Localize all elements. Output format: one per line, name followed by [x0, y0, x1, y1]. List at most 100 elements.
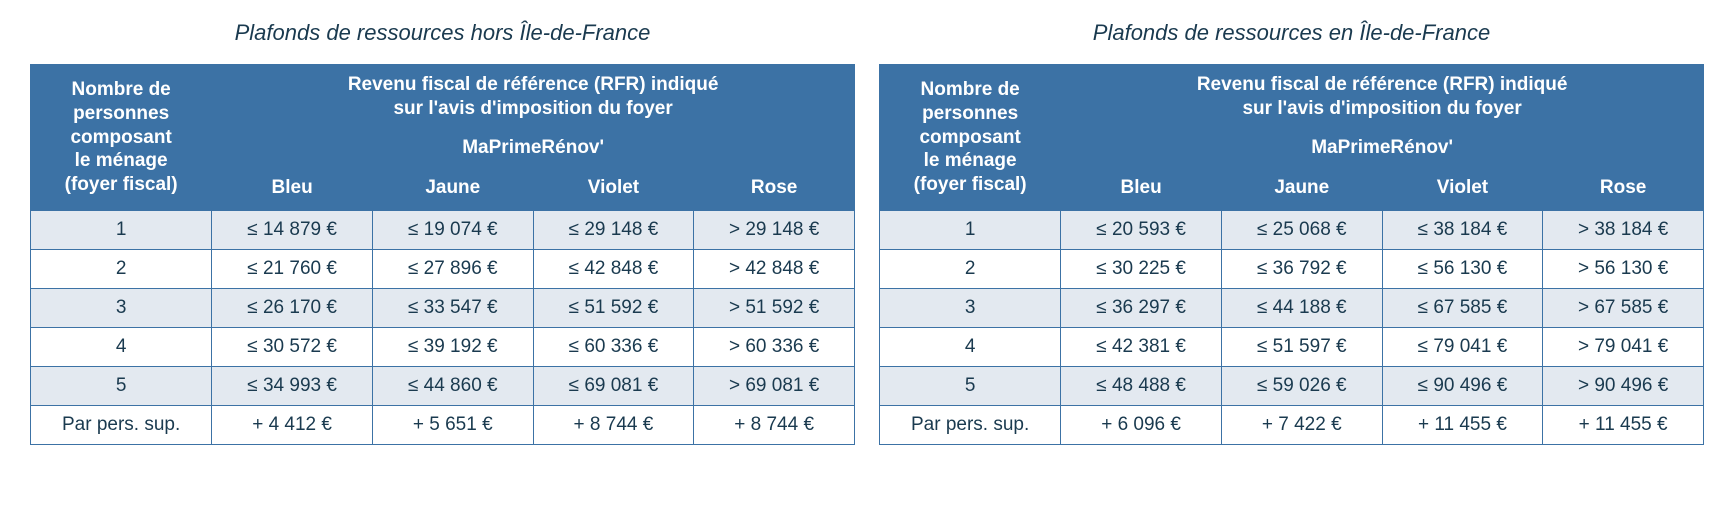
cell: ≤ 25 068 €: [1221, 211, 1382, 250]
cell: ≤ 34 993 €: [212, 367, 373, 406]
col-nombre-l3: composant: [70, 127, 171, 148]
cell: + 11 455 €: [1382, 406, 1543, 445]
panel-idf-title: Plafonds de ressources en Île-de-France: [879, 20, 1704, 46]
table-row: 3 ≤ 26 170 € ≤ 33 547 € ≤ 51 592 € > 51 …: [31, 289, 855, 328]
cell: ≤ 67 585 €: [1382, 289, 1543, 328]
table-idf: Nombre de personnes composant le ménage …: [879, 64, 1704, 445]
cell: > 69 081 €: [694, 367, 855, 406]
cell: + 5 651 €: [372, 406, 533, 445]
cell: > 79 041 €: [1543, 328, 1704, 367]
row-label: 3: [880, 289, 1061, 328]
col-nombre-header: Nombre de personnes composant le ménage …: [880, 65, 1061, 211]
cell: ≤ 42 848 €: [533, 250, 694, 289]
row-label: Par pers. sup.: [880, 406, 1061, 445]
cell: > 42 848 €: [694, 250, 855, 289]
rfr-l1: Revenu fiscal de référence (RFR) indiqué: [348, 74, 719, 95]
col-rfr-header: Revenu fiscal de référence (RFR) indiqué…: [212, 65, 855, 130]
panel-idf: Plafonds de ressources en Île-de-France …: [879, 20, 1704, 445]
cell: ≤ 38 184 €: [1382, 211, 1543, 250]
cell: + 11 455 €: [1543, 406, 1704, 445]
row-label: 4: [880, 328, 1061, 367]
cell: ≤ 48 488 €: [1061, 367, 1222, 406]
cell: ≤ 79 041 €: [1382, 328, 1543, 367]
cell: ≤ 27 896 €: [372, 250, 533, 289]
row-label: 2: [31, 250, 212, 289]
col-bleu-header: Bleu: [1061, 166, 1222, 211]
col-violet-header: Violet: [533, 166, 694, 211]
cell: ≤ 69 081 €: [533, 367, 694, 406]
cell: > 90 496 €: [1543, 367, 1704, 406]
panel-hors-idf-title: Plafonds de ressources hors Île-de-Franc…: [30, 20, 855, 46]
row-label: 5: [880, 367, 1061, 406]
row-label: 1: [880, 211, 1061, 250]
col-nombre-l4: le ménage: [75, 150, 168, 171]
row-label: 4: [31, 328, 212, 367]
cell: + 8 744 €: [533, 406, 694, 445]
cell: + 7 422 €: [1221, 406, 1382, 445]
col-nombre-l3: composant: [919, 127, 1020, 148]
col-rose-header: Rose: [694, 166, 855, 211]
row-label: Par pers. sup.: [31, 406, 212, 445]
rfr-l1: Revenu fiscal de référence (RFR) indiqué: [1197, 74, 1568, 95]
tables-container: Plafonds de ressources hors Île-de-Franc…: [30, 20, 1704, 445]
col-nombre-l5: (foyer fiscal): [65, 174, 178, 195]
cell: ≤ 36 792 €: [1221, 250, 1382, 289]
cell: > 51 592 €: [694, 289, 855, 328]
col-nombre-l2: personnes: [73, 103, 169, 124]
table-row: 5 ≤ 48 488 € ≤ 59 026 € ≤ 90 496 € > 90 …: [880, 367, 1704, 406]
col-rfr-header: Revenu fiscal de référence (RFR) indiqué…: [1061, 65, 1704, 130]
cell: ≤ 21 760 €: [212, 250, 373, 289]
table-row: 4 ≤ 42 381 € ≤ 51 597 € ≤ 79 041 € > 79 …: [880, 328, 1704, 367]
col-mpr-header: MaPrimeRénov': [212, 129, 855, 166]
cell: ≤ 36 297 €: [1061, 289, 1222, 328]
cell: ≤ 29 148 €: [533, 211, 694, 250]
cell: ≤ 33 547 €: [372, 289, 533, 328]
table-row: Par pers. sup. + 4 412 € + 5 651 € + 8 7…: [31, 406, 855, 445]
cell: ≤ 60 336 €: [533, 328, 694, 367]
cell: ≤ 90 496 €: [1382, 367, 1543, 406]
cell: ≤ 44 860 €: [372, 367, 533, 406]
rfr-l2: sur l'avis d'imposition du foyer: [1242, 98, 1521, 119]
cell: ≤ 14 879 €: [212, 211, 373, 250]
cell: + 8 744 €: [694, 406, 855, 445]
table-hors-idf: Nombre de personnes composant le ménage …: [30, 64, 855, 445]
col-jaune-header: Jaune: [372, 166, 533, 211]
cell: > 67 585 €: [1543, 289, 1704, 328]
row-label: 5: [31, 367, 212, 406]
table-row: 5 ≤ 34 993 € ≤ 44 860 € ≤ 69 081 € > 69 …: [31, 367, 855, 406]
cell: ≤ 42 381 €: [1061, 328, 1222, 367]
col-nombre-l1: Nombre de: [921, 79, 1020, 100]
cell: ≤ 44 188 €: [1221, 289, 1382, 328]
table-row: 3 ≤ 36 297 € ≤ 44 188 € ≤ 67 585 € > 67 …: [880, 289, 1704, 328]
panel-hors-idf: Plafonds de ressources hors Île-de-Franc…: [30, 20, 855, 445]
table-row: 1 ≤ 14 879 € ≤ 19 074 € ≤ 29 148 € > 29 …: [31, 211, 855, 250]
cell: ≤ 20 593 €: [1061, 211, 1222, 250]
rfr-l2: sur l'avis d'imposition du foyer: [393, 98, 672, 119]
cell: ≤ 39 192 €: [372, 328, 533, 367]
col-nombre-l2: personnes: [922, 103, 1018, 124]
table-row: Par pers. sup. + 6 096 € + 7 422 € + 11 …: [880, 406, 1704, 445]
table-row: 2 ≤ 30 225 € ≤ 36 792 € ≤ 56 130 € > 56 …: [880, 250, 1704, 289]
cell: ≤ 51 592 €: [533, 289, 694, 328]
cell: ≤ 30 225 €: [1061, 250, 1222, 289]
row-label: 3: [31, 289, 212, 328]
cell: ≤ 26 170 €: [212, 289, 373, 328]
cell: + 4 412 €: [212, 406, 373, 445]
cell: > 29 148 €: [694, 211, 855, 250]
col-jaune-header: Jaune: [1221, 166, 1382, 211]
col-rose-header: Rose: [1543, 166, 1704, 211]
table-row: 2 ≤ 21 760 € ≤ 27 896 € ≤ 42 848 € > 42 …: [31, 250, 855, 289]
col-nombre-header: Nombre de personnes composant le ménage …: [31, 65, 212, 211]
cell: > 60 336 €: [694, 328, 855, 367]
row-label: 1: [31, 211, 212, 250]
col-nombre-l4: le ménage: [924, 150, 1017, 171]
row-label: 2: [880, 250, 1061, 289]
cell: > 38 184 €: [1543, 211, 1704, 250]
col-nombre-l5: (foyer fiscal): [914, 174, 1027, 195]
col-bleu-header: Bleu: [212, 166, 373, 211]
cell: ≤ 19 074 €: [372, 211, 533, 250]
cell: ≤ 59 026 €: [1221, 367, 1382, 406]
col-violet-header: Violet: [1382, 166, 1543, 211]
cell: ≤ 30 572 €: [212, 328, 373, 367]
table-row: 1 ≤ 20 593 € ≤ 25 068 € ≤ 38 184 € > 38 …: [880, 211, 1704, 250]
